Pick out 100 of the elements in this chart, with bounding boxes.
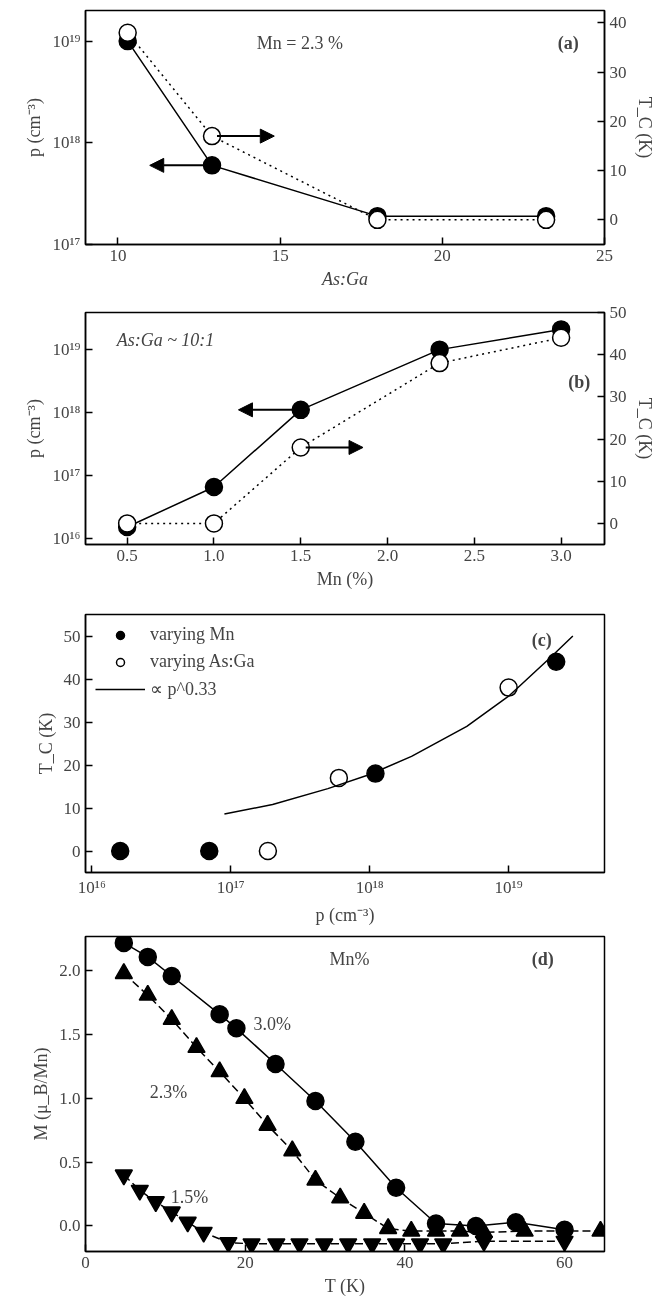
x-tick-label: 10¹⁸ [355,877,384,897]
y-tick-label: 1.5 [59,1025,81,1045]
x-tick-label: 1.0 [203,545,225,565]
y-tick-label: 40 [63,669,81,689]
x-tick-label: 10¹⁶ [77,877,106,897]
y2-tick-label: 10 [609,471,627,491]
x-tick-label: 40 [396,1252,414,1272]
y-tick-label: 10¹⁸ [52,133,81,153]
y-axis-title: M (μ_B/Mn) [31,1047,53,1141]
point [210,1005,229,1024]
point [291,400,310,420]
y-tick-label: 0 [72,841,81,861]
y-tick-label: 10¹⁶ [52,528,81,548]
point [338,1238,358,1252]
x-tick-label: 10 [109,245,127,265]
point [210,1061,229,1078]
y2-tick-label: 20 [609,429,627,449]
point [410,1238,430,1252]
point [138,947,158,967]
y-tick-label: 10¹⁹ [52,340,81,360]
annotation: Mn = 2.3 % [256,33,343,54]
point [219,1236,238,1252]
series-label: 2.3% [149,1081,188,1102]
y2-tick-label: 50 [609,303,627,322]
y2-tick-label: 40 [609,13,627,33]
annotation: As:Ga ~ 10:1 [115,330,215,351]
point [130,1184,150,1201]
y2-tick-label: 0 [609,210,618,230]
x-tick-label: 1.5 [290,545,312,565]
annotation: (d) [531,948,554,970]
x-tick-label: 10¹⁷ [216,877,245,897]
x-axis-title: As:Ga [321,268,368,289]
point [362,1238,382,1252]
y2-tick-label: 0 [609,513,618,533]
legend-label: varying As:Ga [150,651,255,672]
series-label: 3.0% [253,1014,292,1035]
point [162,1206,181,1223]
y-tick-label: 10¹⁸ [52,402,81,422]
x-tick-label: 60 [556,1252,574,1272]
y-tick-label: 0.0 [59,1216,81,1236]
x-axis-title: p (cm⁻³) [315,904,375,926]
annotation: Mn% [329,948,370,969]
y-tick-label: 10¹⁹ [52,31,81,51]
point [204,477,224,497]
y2-axis-title: T_C (K) [633,397,655,460]
point [314,1238,334,1252]
x-tick-label: 20 [433,245,451,265]
point [202,156,222,175]
y2-tick-label: 30 [609,62,627,82]
y-tick-label: 50 [63,626,81,646]
point [194,1226,213,1243]
point [266,1054,285,1074]
point [433,1238,453,1252]
x-tick-label: 25 [596,245,613,265]
legend-label: varying Mn [150,624,235,645]
point [114,1169,134,1186]
y-tick-label: 0.5 [59,1152,81,1172]
series-label: 1.5% [170,1186,209,1207]
x-tick-label: 20 [236,1252,254,1272]
point [242,1238,261,1252]
x-axis-title: T (K) [324,1275,365,1297]
point [178,1216,197,1233]
y2-tick-label: 20 [609,111,627,131]
y-tick-label: 30 [63,712,81,732]
point [114,962,134,980]
legend-label: ∝ p^0.33 [150,678,217,700]
point [267,1238,286,1252]
x-tick-label: 15 [271,245,289,265]
point [162,1008,181,1026]
x-tick-label: 2.5 [463,545,485,565]
y2-tick-label: 30 [609,387,627,407]
y-tick-label: 10 [63,798,81,818]
point [290,1238,309,1252]
point [187,1036,206,1054]
point [138,984,158,1001]
annotation: (a) [557,33,579,55]
point [227,1019,246,1038]
y-tick-label: 10¹⁷ [52,465,81,485]
y-tick-label: 20 [63,755,81,775]
y-axis-title: T_C (K) [35,712,57,775]
point [506,1212,526,1232]
y2-tick-label: 40 [609,345,627,365]
point [146,1196,166,1213]
x-tick-label: 2.0 [376,545,399,565]
y-tick-label: 2.0 [59,961,81,981]
y2-tick-label: 10 [609,161,627,181]
y-axis-title: p (cm⁻³) [24,98,46,157]
y-axis-title: p (cm⁻³) [24,399,46,458]
point [346,1132,365,1152]
x-tick-label: 0.5 [116,545,138,565]
point [386,1238,406,1252]
point [306,1091,325,1111]
y2-axis-title: T_C (K) [633,96,655,159]
point [555,1235,574,1252]
y-tick-label: 1.0 [59,1088,81,1108]
x-tick-label: 3.0 [550,545,572,565]
point [474,1235,494,1252]
annotation: (c) [531,630,552,652]
x-tick-label: 10¹⁹ [494,877,523,897]
point [162,966,181,986]
